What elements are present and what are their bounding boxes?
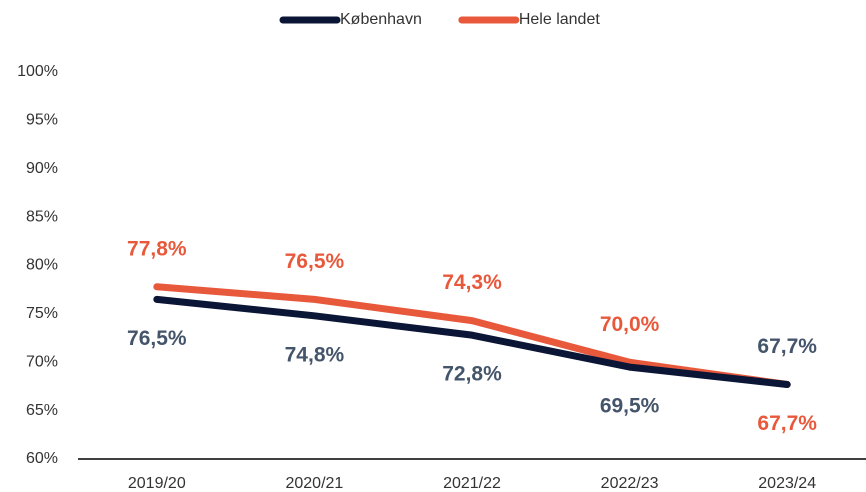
- data-label: 76,5%: [285, 250, 345, 273]
- y-tick-label: 65%: [26, 402, 58, 419]
- y-tick-label: 75%: [26, 305, 58, 322]
- y-tick-label: 70%: [26, 353, 58, 370]
- data-label: 69,5%: [600, 395, 660, 418]
- series-line: [153, 295, 791, 389]
- legend-label: Hele landet: [519, 11, 601, 28]
- data-label: 67,7%: [757, 412, 817, 435]
- y-tick-label: 60%: [26, 450, 58, 467]
- x-tick-label: 2019/20: [128, 475, 186, 492]
- data-label: 76,5%: [127, 327, 187, 350]
- x-tick-label: 2023/24: [758, 475, 816, 492]
- data-label: 72,8%: [442, 363, 502, 386]
- y-tick-label: 100%: [17, 63, 58, 80]
- data-label: 67,7%: [757, 335, 817, 358]
- x-tick-label: 2020/21: [285, 475, 343, 492]
- y-tick-label: 85%: [26, 208, 58, 225]
- y-tick-label: 80%: [26, 257, 58, 274]
- y-tick-label: 95%: [26, 112, 58, 129]
- data-label: 74,8%: [285, 343, 345, 366]
- y-tick-label: 90%: [26, 160, 58, 177]
- data-label: 70,0%: [600, 313, 660, 336]
- x-tick-label: 2021/22: [443, 475, 501, 492]
- data-label: 77,8%: [127, 237, 187, 260]
- legend-label: København: [340, 11, 422, 28]
- x-tick-label: 2022/23: [601, 475, 659, 492]
- data-label: 74,3%: [442, 271, 502, 294]
